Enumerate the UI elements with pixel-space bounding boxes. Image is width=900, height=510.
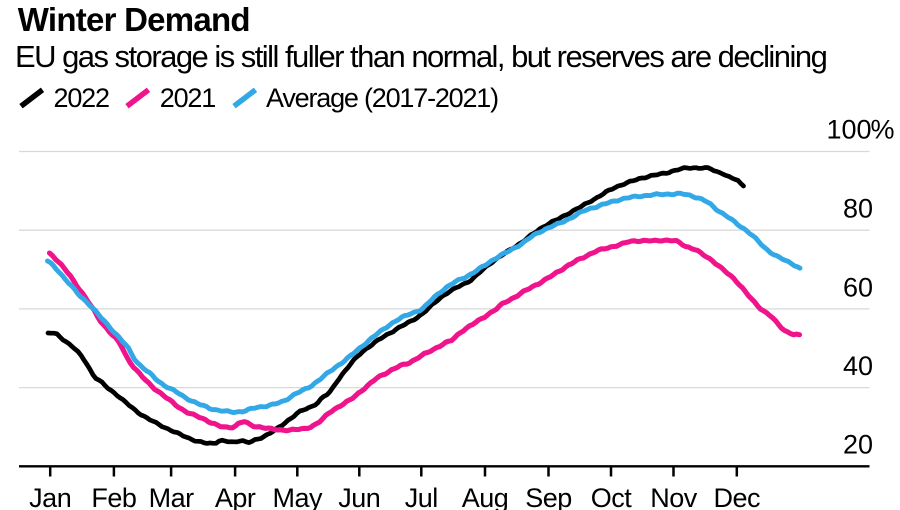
svg-text:Sep: Sep (525, 483, 572, 510)
svg-text:May: May (273, 483, 324, 510)
svg-text:60: 60 (843, 272, 873, 302)
svg-text:Feb: Feb (91, 483, 136, 510)
svg-text:100: 100 (826, 114, 871, 144)
svg-text:Jan: Jan (29, 483, 71, 510)
svg-text:Nov: Nov (650, 483, 698, 510)
svg-text:%: % (871, 114, 895, 144)
svg-text:20: 20 (843, 429, 873, 459)
svg-text:Jul: Jul (405, 483, 438, 510)
svg-text:Oct: Oct (591, 483, 633, 510)
svg-text:80: 80 (843, 194, 873, 224)
svg-text:40: 40 (843, 351, 873, 381)
svg-text:Aug: Aug (462, 483, 509, 510)
svg-text:Apr: Apr (215, 483, 256, 510)
svg-text:Mar: Mar (149, 483, 195, 510)
svg-text:Jun: Jun (338, 483, 380, 510)
svg-text:Dec: Dec (714, 483, 761, 510)
